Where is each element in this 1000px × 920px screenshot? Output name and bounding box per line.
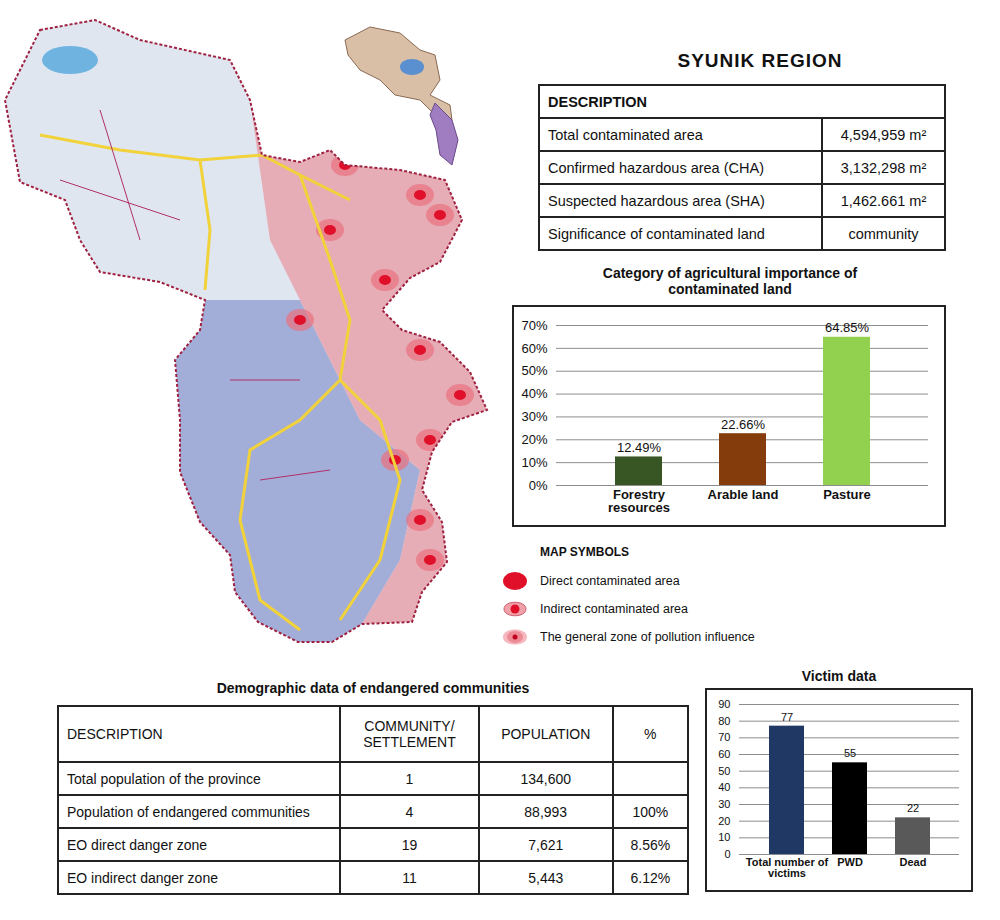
svg-text:40: 40 [718,781,730,793]
svg-text:90: 90 [718,698,730,710]
html-text:Victim data: Victim data [801,668,877,684]
svg-text:0: 0 [724,848,730,860]
html-text:6.12%: 6.12% [630,869,671,886]
html-text:POPULATION: POPULATION [501,726,591,742]
html-text:community: community [848,225,919,242]
svg-text:30: 30 [718,798,730,810]
svg-text:22.66%: 22.66% [721,417,766,432]
html-text:88,993: 88,993 [524,803,568,820]
svg-text:10%: 10% [521,455,547,470]
svg-text:0%: 0% [529,478,548,493]
svg-text:50: 50 [718,765,730,777]
svg-text:60%: 60% [521,341,547,356]
html-text:1,462.661 m²: 1,462.661 m² [840,192,927,209]
html-text:Category of agricultural impor: Category of agricultural importance of c… [602,265,858,297]
html-text:3,132,298 m²: 3,132,298 m² [840,159,927,176]
html-text:19: 19 [401,836,418,853]
html-text:Demographic data of endangered: Demographic data of endangered communiti… [216,680,530,696]
html-text:SYUNIK REGION: SYUNIK REGION [677,50,843,71]
svg-text:20%: 20% [521,432,547,447]
html-text:Total population of the provin: Total population of the province [67,770,261,787]
svg-text:40%: 40% [521,386,547,401]
html-text:4: 4 [405,803,414,820]
html-text:100%: 100% [632,803,669,820]
svg-text:70: 70 [718,731,730,743]
svg-text:10: 10 [718,831,730,843]
html-text:5,443: 5,443 [528,869,564,886]
html-text:Confirmed hazardous area (CHA): Confirmed hazardous area (CHA) [548,159,764,176]
svg-text:20: 20 [718,815,730,827]
svg-text:60: 60 [718,748,730,760]
html-text:COMMUNITY/ SETTLEMENT: COMMUNITY/ SETTLEMENT [363,718,456,750]
html-text:Total contaminated area: Total contaminated area [548,126,703,143]
svg-text:77: 77 [781,711,793,723]
html-text:Significance of contaminated l: Significance of contaminated land [548,225,765,242]
html-text:7,621: 7,621 [528,836,564,853]
html-text:4,594,959 m²: 4,594,959 m² [840,126,927,143]
html-text:Indirect contaminated area: Indirect contaminated area [540,602,688,616]
html-text:EO indirect danger zone: EO indirect danger zone [67,869,218,886]
svg-text:Dead: Dead [900,856,927,868]
svg-text:30%: 30% [521,409,547,424]
html-text:Suspected hazardous area (SHA): Suspected hazardous area (SHA) [548,192,765,209]
html-text:EO direct danger zone: EO direct danger zone [67,836,208,853]
html-text:The general zone of pollution: The general zone of pollution influence [540,630,755,644]
html-text:Population of endangered commu: Population of endangered communities [67,803,310,820]
svg-text:70%: 70% [521,318,547,333]
svg-text:64.85%: 64.85% [825,320,870,335]
svg-text:Arable land: Arable land [708,487,779,502]
html-text:134,600: 134,600 [520,770,571,787]
svg-text:50%: 50% [521,363,547,378]
svg-text:22: 22 [907,802,919,814]
html-text:8.56%: 8.56% [630,836,671,853]
html-text:11: 11 [402,869,417,886]
html-text:MAP SYMBOLS: MAP SYMBOLS [540,545,630,559]
html-text:DESCRIPTION: DESCRIPTION [67,726,163,742]
html-text:1: 1 [405,770,414,787]
svg-text:Total number ofvictims: Total number ofvictims [746,856,829,879]
svg-text:Pasture: Pasture [823,487,871,502]
svg-text:PWD: PWD [837,856,863,868]
html-text:DESCRIPTION: DESCRIPTION [548,93,648,110]
svg-text:12.49%: 12.49% [617,440,662,455]
html-text:Direct contaminated area: Direct contaminated area [540,574,680,588]
svg-text:Forestryresources: Forestryresources [608,487,670,515]
svg-text:80: 80 [718,715,730,727]
svg-text:55: 55 [844,747,856,759]
